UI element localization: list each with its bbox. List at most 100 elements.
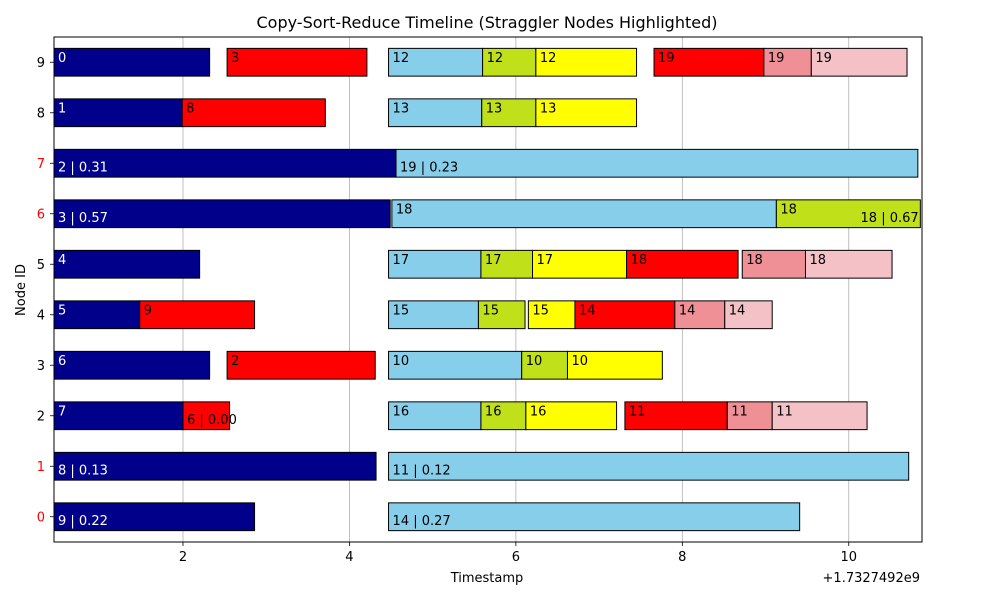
bar-sort xyxy=(226,47,368,77)
bar-labels-layer: 9 | 0.22 14 | 0.27 8 | 0.13 11 | 0.12 7 6 | 0… xyxy=(58,51,919,529)
y-tick-label: 9 xyxy=(37,56,45,71)
straggler-value-label: 18 | 0.67 xyxy=(861,211,919,226)
bar-label: 18 xyxy=(631,253,648,268)
bar-stage4 xyxy=(626,249,739,279)
bar-reduce xyxy=(388,47,484,77)
bar-label: 8 xyxy=(186,101,194,116)
bar-label: 4 xyxy=(58,253,66,268)
bar-stage3 xyxy=(525,401,618,431)
bar-stage3 xyxy=(527,300,576,330)
bar-stage2 xyxy=(775,199,921,229)
bar-label: 11 xyxy=(731,404,748,419)
bar-label: 18 xyxy=(780,202,797,217)
bar-label: 19 xyxy=(815,51,832,66)
bar-reduce xyxy=(388,98,483,128)
bar-stage3 xyxy=(535,47,638,77)
bar-label: 13 xyxy=(486,101,503,116)
bar-label: 2 xyxy=(231,354,239,369)
bar-copy xyxy=(53,199,391,229)
bar-label: 13 xyxy=(393,101,410,116)
bar-reduce xyxy=(395,148,919,178)
y-tick-label: 8 xyxy=(37,106,45,121)
bar-label: 14 xyxy=(579,303,596,318)
bar-label: 12 xyxy=(393,51,410,66)
bar-label: 17 xyxy=(485,253,502,268)
bar-stage2 xyxy=(477,300,526,330)
bar-label: 5 xyxy=(58,303,66,318)
bar-label: 18 xyxy=(809,253,826,268)
bar-label: 1 xyxy=(58,101,66,116)
bar-label: 12 xyxy=(487,51,504,66)
x-axis: 2 4 6 8 10 xyxy=(179,542,857,565)
bar-reduce xyxy=(388,249,482,279)
bar-sort xyxy=(226,350,376,380)
bar-label: 15 xyxy=(532,303,549,318)
bar-stage6 xyxy=(724,300,773,330)
bar-label: 3 xyxy=(231,51,239,66)
bar-label: 6 xyxy=(58,354,66,369)
bar-copy xyxy=(53,502,256,532)
bar-stage5 xyxy=(763,47,812,77)
bar-label: 9 | 0.22 xyxy=(58,514,108,529)
bar-label: 15 xyxy=(482,303,499,318)
bar-label: 10 xyxy=(526,354,543,369)
bar-label: 9 xyxy=(144,303,152,318)
y-axis-label: Node ID xyxy=(14,264,29,316)
x-tick-label: 4 xyxy=(345,550,353,565)
bar-stage5 xyxy=(674,300,726,330)
bar-reduce xyxy=(388,350,523,380)
bar-label: 7 xyxy=(58,404,66,419)
bar-label: 11 xyxy=(776,404,793,419)
bar-label: 15 xyxy=(393,303,410,318)
bar-copy xyxy=(53,451,377,481)
bar-label: 3 | 0.57 xyxy=(58,211,108,226)
y-tick-label: 7 xyxy=(37,157,45,172)
x-tick-label: 6 xyxy=(512,550,520,565)
bar-stage5 xyxy=(726,401,773,431)
bar-stage3 xyxy=(535,98,638,128)
bar-reduce xyxy=(388,401,482,431)
bar-label: 11 xyxy=(629,404,646,419)
bar-label: 12 xyxy=(540,51,557,66)
bar-copy xyxy=(53,98,183,128)
x-axis-label: Timestamp xyxy=(450,571,524,586)
bar-stage2 xyxy=(480,249,534,279)
bar-label: 11 | 0.12 xyxy=(393,463,451,478)
y-tick-label: 1 xyxy=(37,460,45,475)
bar-reduce xyxy=(388,451,910,481)
chart-title: Copy-Sort-Reduce Timeline (Straggler Nod… xyxy=(256,13,717,32)
bar-copy xyxy=(53,300,141,330)
bar-label: 18 xyxy=(396,202,413,217)
bar-copy xyxy=(53,350,211,380)
bar-label: 19 xyxy=(658,51,675,66)
y-tick-label: 0 xyxy=(37,510,45,525)
bar-reduce xyxy=(391,199,777,229)
bar-label: 16 xyxy=(485,404,502,419)
bar-stage6 xyxy=(804,249,893,279)
bar-sort xyxy=(181,98,326,128)
bar-label: 14 xyxy=(729,303,746,318)
bar-label: 18 xyxy=(746,253,763,268)
bar-reduce xyxy=(388,502,801,532)
bar-label: 14 xyxy=(679,303,696,318)
x-tick-label: 8 xyxy=(678,550,686,565)
bar-label: 10 xyxy=(571,354,588,369)
bar-label: 17 xyxy=(393,253,410,268)
bar-stage3 xyxy=(566,350,663,380)
bar-label: 17 xyxy=(537,253,554,268)
bar-stage4 xyxy=(653,47,765,77)
y-tick-label: 2 xyxy=(37,409,45,424)
bar-stage6 xyxy=(771,401,868,431)
x-tick-label: 2 xyxy=(179,550,187,565)
y-tick-label: 3 xyxy=(37,359,45,374)
bar-stage2 xyxy=(481,98,537,128)
bar-label: 14 | 0.27 xyxy=(393,514,451,529)
bar-label: 13 xyxy=(540,101,557,116)
bar-label: 19 | 0.23 xyxy=(400,160,458,175)
bar-label: 16 xyxy=(393,404,410,419)
y-tick-label: 5 xyxy=(37,258,45,273)
bar-label: 8 | 0.13 xyxy=(58,463,108,478)
bar-stage5 xyxy=(741,249,806,279)
bars-layer xyxy=(53,47,921,532)
bar-label: 10 xyxy=(393,354,410,369)
